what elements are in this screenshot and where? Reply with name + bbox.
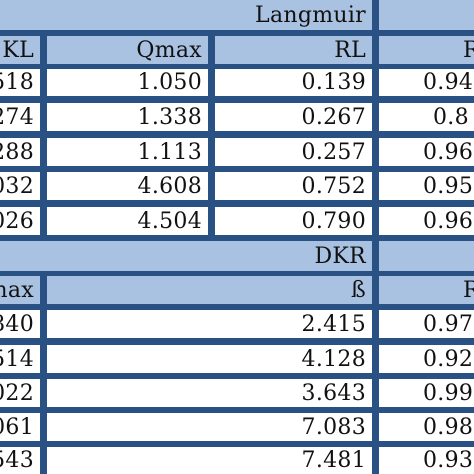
dkr-qmax-1: 0.840 — [0, 310, 40, 338]
langmuir-qmax-1: 1.050 — [47, 69, 208, 96]
langmuir-qmax-3: 1.113 — [47, 138, 208, 166]
dkr-r-1: 0.97 — [379, 310, 474, 338]
langmuir-r-4: 0.95 — [379, 172, 474, 200]
dkr-beta-4: 7.083 — [47, 413, 372, 441]
dkr-r-4: 0.98 — [379, 413, 474, 441]
langmuir-title-next — [379, 0, 474, 30]
dkr-beta-1: 2.415 — [47, 310, 372, 338]
dkr-qmax-5: 0.543 — [0, 447, 40, 474]
dkr-title: DKR — [0, 241, 372, 271]
langmuir-qmax-5: 4.504 — [47, 207, 208, 235]
langmuir-r-3: 0.96 — [379, 138, 474, 166]
langmuir-kl-3: 0.288 — [0, 138, 40, 166]
langmuir-rl-1: 0.139 — [215, 69, 372, 96]
langmuir-rl-5: 0.790 — [215, 207, 372, 235]
langmuir-title: Langmuir — [0, 0, 372, 30]
langmuir-rl-2: 0.267 — [215, 103, 372, 131]
header-rl: RL — [215, 36, 372, 64]
dkr-title-text: DKR — [314, 243, 366, 269]
langmuir-kl-5: 0.026 — [0, 207, 40, 235]
langmuir-r-5: 0.96 — [379, 207, 474, 235]
header-r: R — [379, 36, 474, 64]
dkr-r-3: 0.99 — [379, 379, 474, 407]
dkr-beta-5: 7.481 — [47, 447, 372, 474]
langmuir-qmax-4: 4.608 — [47, 172, 208, 200]
dkr-qmax-4: 0.061 — [0, 413, 40, 441]
dkr-r-2: 0.92 — [379, 345, 474, 373]
header-dkr-beta: ß — [47, 276, 372, 304]
dkr-r-5: 0.93 — [379, 447, 474, 474]
header-dkr-qmax: Qmax — [0, 276, 40, 304]
dkr-beta-2: 4.128 — [47, 345, 372, 373]
langmuir-title-text: Langmuir — [255, 2, 366, 28]
langmuir-kl-1: 0.518 — [0, 69, 40, 96]
langmuir-r-2: 0.8 — [379, 103, 474, 131]
dkr-beta-3: 3.643 — [47, 379, 372, 407]
dkr-qmax-3: 0.022 — [0, 379, 40, 407]
dkr-qmax-2: 0.514 — [0, 345, 40, 373]
header-qmax: Qmax — [47, 36, 208, 64]
langmuir-rl-3: 0.257 — [215, 138, 372, 166]
header-dkr-r: R — [379, 276, 474, 304]
dkr-title-next — [379, 241, 474, 271]
langmuir-kl-4: 0.032 — [0, 172, 40, 200]
langmuir-r-1: 0.94 — [379, 69, 474, 96]
langmuir-qmax-2: 1.338 — [47, 103, 208, 131]
langmuir-rl-4: 0.752 — [215, 172, 372, 200]
header-kl: KL — [0, 36, 40, 64]
langmuir-kl-2: 0.274 — [0, 103, 40, 131]
